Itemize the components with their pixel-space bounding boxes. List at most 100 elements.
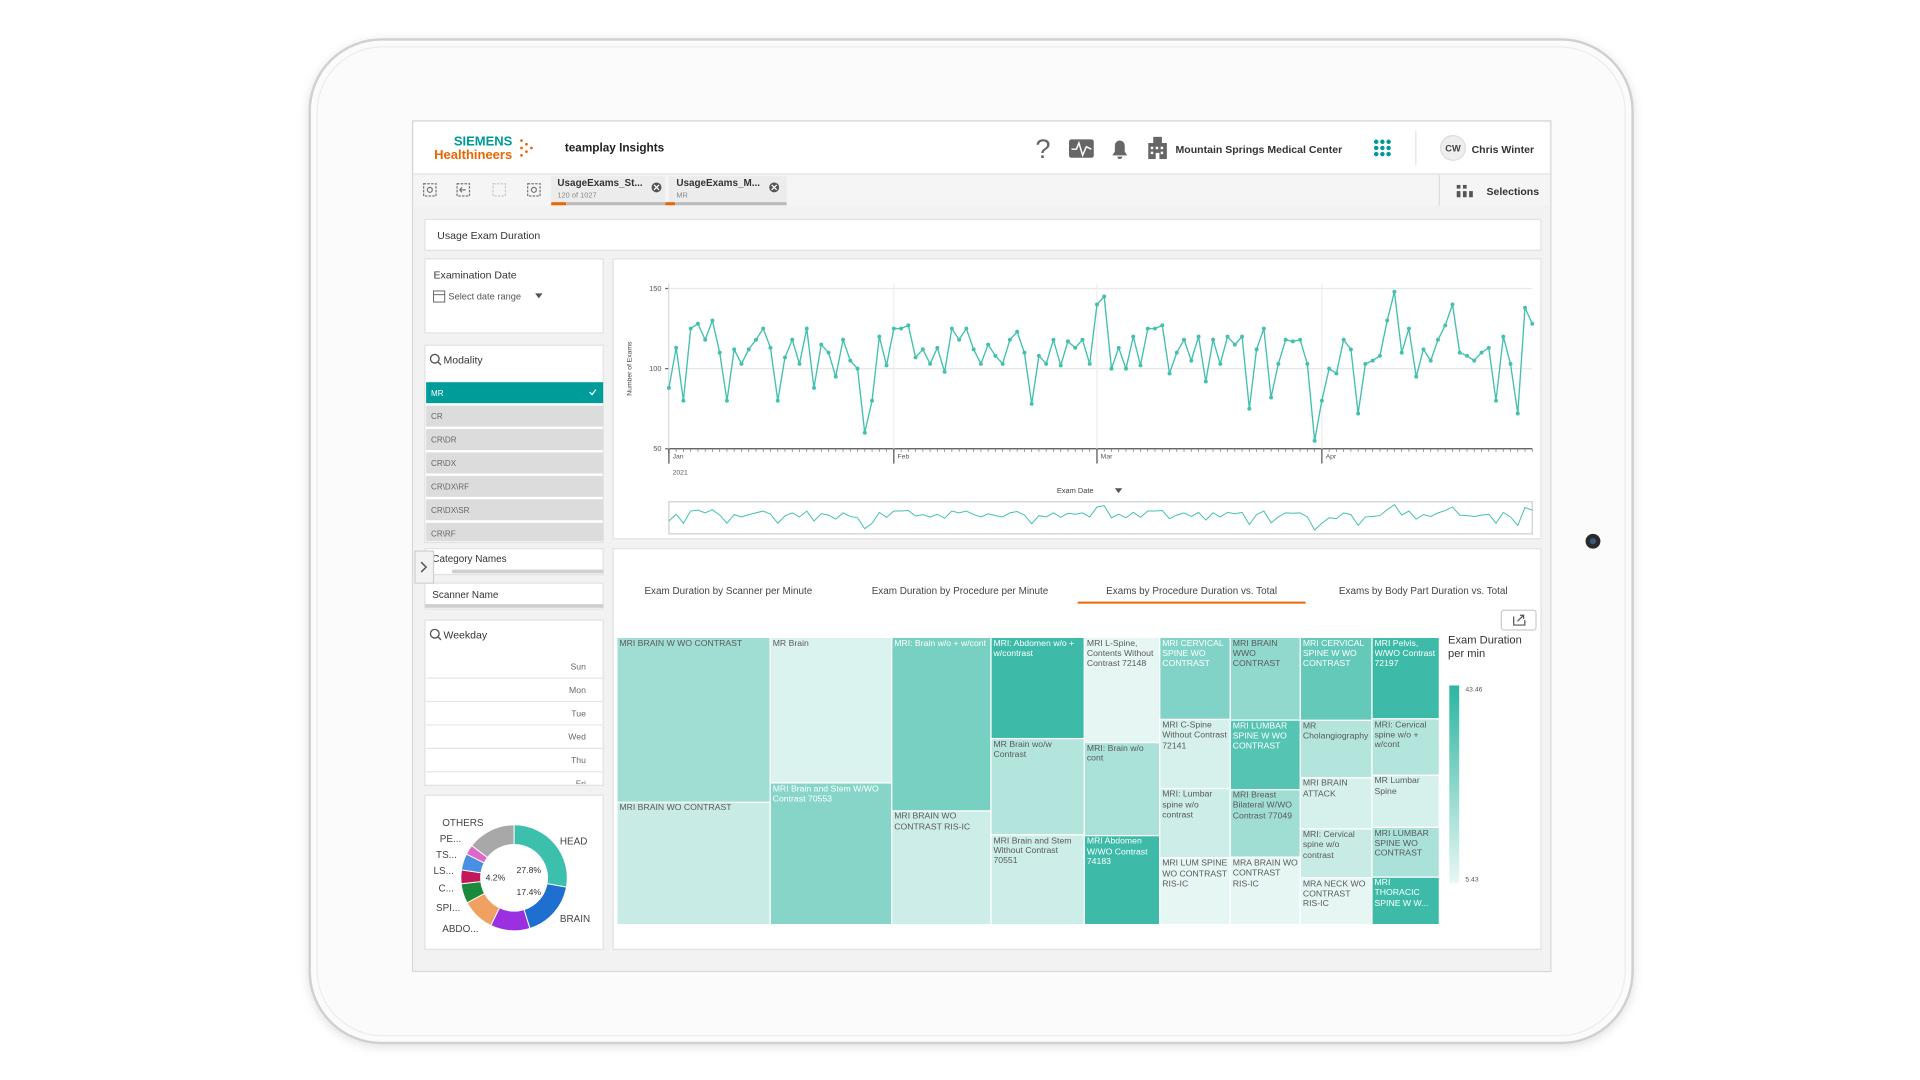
treemap-cell-label-box: MRI: Brain w/o cont — [1087, 744, 1144, 763]
selections-icon[interactable] — [1456, 184, 1473, 198]
apps-icon[interactable] — [1373, 139, 1391, 157]
tab-sub: MR — [676, 190, 688, 199]
treemap-cell-label: MRI BRAIN W WO CONTRAST — [619, 639, 743, 648]
line-point — [1319, 398, 1324, 403]
treemap-cell-label: MRI: Cervical spine w/o + w/cont — [1374, 720, 1427, 750]
treemap-cell[interactable] — [1159, 787, 1231, 859]
line-point — [1131, 334, 1136, 339]
treemap-cell[interactable] — [1299, 636, 1373, 722]
donut-value-label: 27.8% — [517, 865, 542, 875]
date-range-picker[interactable]: Select date range — [448, 292, 521, 302]
treemap-cell-label-box: MRI THORACIC SPINE W W... — [1374, 879, 1428, 908]
selection-tab[interactable] — [551, 176, 666, 205]
modality-list: MR CR CR\DR CR\DX CR\DX\RF CR\DX\SR CR\RF — [426, 382, 604, 544]
treemap-cell[interactable] — [1083, 741, 1161, 837]
modality-item[interactable] — [426, 522, 604, 544]
treemap-cell[interactable] — [891, 636, 992, 812]
treemap-cell[interactable] — [1299, 719, 1373, 779]
line-point — [913, 355, 918, 360]
treemap-cell[interactable] — [1371, 876, 1441, 926]
treemap-cell[interactable] — [1229, 719, 1301, 791]
line-point — [1399, 350, 1404, 355]
treemap-cell[interactable] — [1229, 856, 1301, 926]
line-point — [703, 337, 708, 342]
avatar[interactable] — [1440, 135, 1467, 161]
line-point — [906, 323, 911, 328]
treemap-cell-label-box: MRI LUMBAR SPINE W WO CONTRAST — [1233, 722, 1287, 751]
line-point — [971, 347, 976, 352]
weekday-item[interactable]: Thu — [571, 755, 586, 765]
treemap-cell-label: MRI: Abdomen w/o + w/contrast — [993, 639, 1075, 659]
treemap-cell[interactable] — [1371, 826, 1441, 878]
selections-button[interactable]: Selections — [1486, 186, 1539, 198]
donut-slice[interactable] — [471, 824, 515, 859]
weekday-item[interactable]: Sun — [570, 661, 586, 671]
treemap-cell[interactable] — [1229, 636, 1301, 721]
user-name[interactable]: Chris Winter — [1472, 144, 1534, 156]
donut-chart: HEAD BRAIN ABDO... SPI... C... LS... TS... PE..… — [434, 818, 591, 935]
modality-item[interactable] — [426, 475, 604, 497]
treemap-cell[interactable] — [1371, 636, 1441, 720]
weekday-item[interactable]: Tue — [571, 708, 586, 718]
line-point — [899, 326, 904, 331]
selection-tab[interactable] — [668, 176, 787, 205]
treemap-cell[interactable] — [1159, 718, 1231, 790]
dropdown-arrow[interactable] — [1114, 488, 1123, 494]
treemap-cell[interactable] — [769, 782, 893, 926]
help-button[interactable]: ? — [1035, 133, 1050, 164]
legend-title-box: Exam Duration per min — [1448, 634, 1522, 660]
x-axis-label[interactable]: Exam Date — [1057, 486, 1094, 495]
line-point — [1494, 398, 1498, 403]
treemap-cell[interactable] — [616, 801, 771, 926]
export-button[interactable] — [1500, 609, 1537, 631]
treemap-cell-label: MRI: Lumbar spine w/o contrast — [1162, 790, 1213, 820]
tab-close[interactable] — [651, 182, 662, 193]
chart-tab[interactable]: Exam Duration by Scanner per Minute — [644, 586, 812, 597]
tab-close[interactable] — [769, 182, 780, 193]
toolbar-icons[interactable] — [423, 183, 541, 197]
chart-tab[interactable]: Exams by Procedure Duration vs. Total — [1106, 586, 1277, 597]
modality-item[interactable] — [426, 405, 604, 427]
treemap-cell[interactable] — [990, 636, 1085, 740]
scanner-title[interactable]: Scanner Name — [432, 590, 499, 601]
chart-tab[interactable]: Exam Duration by Procedure per Minute — [872, 586, 1049, 597]
treemap-cell[interactable] — [1371, 718, 1441, 776]
line-point — [1218, 361, 1223, 366]
treemap-cell[interactable] — [990, 834, 1085, 926]
tab-progress-rest — [675, 202, 787, 206]
weekday-item[interactable]: Fri — [576, 779, 586, 789]
date-filter-title: Examination Date — [434, 270, 517, 282]
treemap-cell[interactable] — [1083, 636, 1161, 744]
treemap-cell[interactable] — [1299, 777, 1373, 830]
treemap-cell[interactable] — [1371, 774, 1441, 829]
tab-progress-rest — [566, 202, 666, 206]
line-point — [688, 326, 693, 331]
modality-item[interactable] — [426, 429, 604, 450]
modality-item[interactable] — [426, 499, 604, 521]
notification-icon[interactable] — [1112, 140, 1128, 160]
y-tick-label: 100 — [649, 364, 661, 373]
treemap-cell[interactable] — [891, 810, 992, 926]
chart-tab[interactable]: Exams by Body Part Duration vs. Total — [1339, 586, 1508, 597]
expand-sidebar[interactable] — [414, 550, 435, 584]
category-title[interactable]: Category Names — [432, 554, 506, 565]
search-icon[interactable] — [429, 628, 442, 641]
treemap-cell-label-box: MR Brain wo/w Contrast — [993, 740, 1051, 759]
weekday-item[interactable]: Wed — [568, 732, 586, 742]
dropdown-arrow[interactable] — [535, 293, 543, 299]
weekday-panel — [424, 619, 604, 786]
range-navigator[interactable] — [668, 501, 1533, 535]
line-point — [1102, 294, 1107, 299]
site-name[interactable]: Mountain Springs Medical Center — [1176, 144, 1343, 156]
treemap-cell[interactable] — [1159, 857, 1231, 926]
treemap-cell[interactable] — [616, 636, 771, 804]
treemap-cell[interactable] — [769, 636, 893, 784]
modality-item[interactable] — [426, 452, 604, 474]
modality-item[interactable] — [426, 382, 604, 404]
treemap-cell-label-box: MRI Breast Bilateral W/WO Contrast 77049 — [1233, 792, 1292, 821]
treemap-cell[interactable] — [1299, 877, 1373, 926]
activity-icon[interactable] — [1069, 139, 1094, 158]
site-icon[interactable] — [1148, 136, 1167, 160]
search-icon[interactable] — [429, 353, 442, 366]
weekday-item[interactable]: Mon — [569, 685, 586, 695]
